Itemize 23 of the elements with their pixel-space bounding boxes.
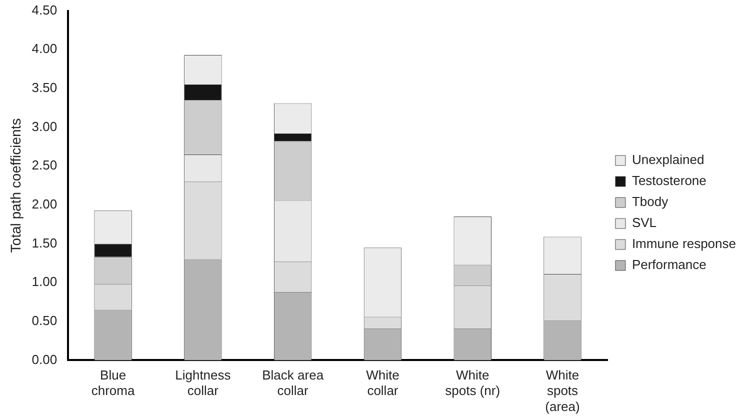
y-tick-label: 3.00 bbox=[32, 118, 58, 134]
x-tick-label: Blue chroma bbox=[91, 368, 136, 398]
y-tick-label: 2.50 bbox=[32, 158, 58, 173]
legend-label: SVL bbox=[632, 215, 657, 230]
legend-label: Testosterone bbox=[632, 173, 706, 188]
legend-label: Tbody bbox=[632, 194, 669, 210]
x-tick-label: White collar bbox=[366, 368, 400, 398]
legend-label: Immune response bbox=[632, 236, 736, 252]
y-tick-label: 2.00 bbox=[32, 196, 58, 212]
y-axis-title: Total path coefficients bbox=[7, 118, 24, 253]
y-tick-label: 4.00 bbox=[32, 41, 58, 56]
x-tick-label: Black area collar bbox=[262, 368, 324, 398]
legend-label: Performance bbox=[632, 257, 706, 272]
x-tick-label: Lightness collar bbox=[175, 368, 232, 398]
x-tick-label: White spots (area) bbox=[545, 368, 580, 414]
y-tick-label: 4.50 bbox=[32, 2, 58, 18]
y-tick-label: 1.00 bbox=[32, 274, 58, 290]
legend-label: Unexplained bbox=[632, 152, 704, 168]
y-tick-label: 3.50 bbox=[32, 80, 58, 96]
y-tick-label: 0.50 bbox=[32, 312, 58, 328]
y-tick-label: 1.50 bbox=[32, 235, 58, 250]
x-tick-label: White spots (nr) bbox=[445, 368, 500, 398]
y-tick-label: 0.00 bbox=[32, 352, 58, 367]
